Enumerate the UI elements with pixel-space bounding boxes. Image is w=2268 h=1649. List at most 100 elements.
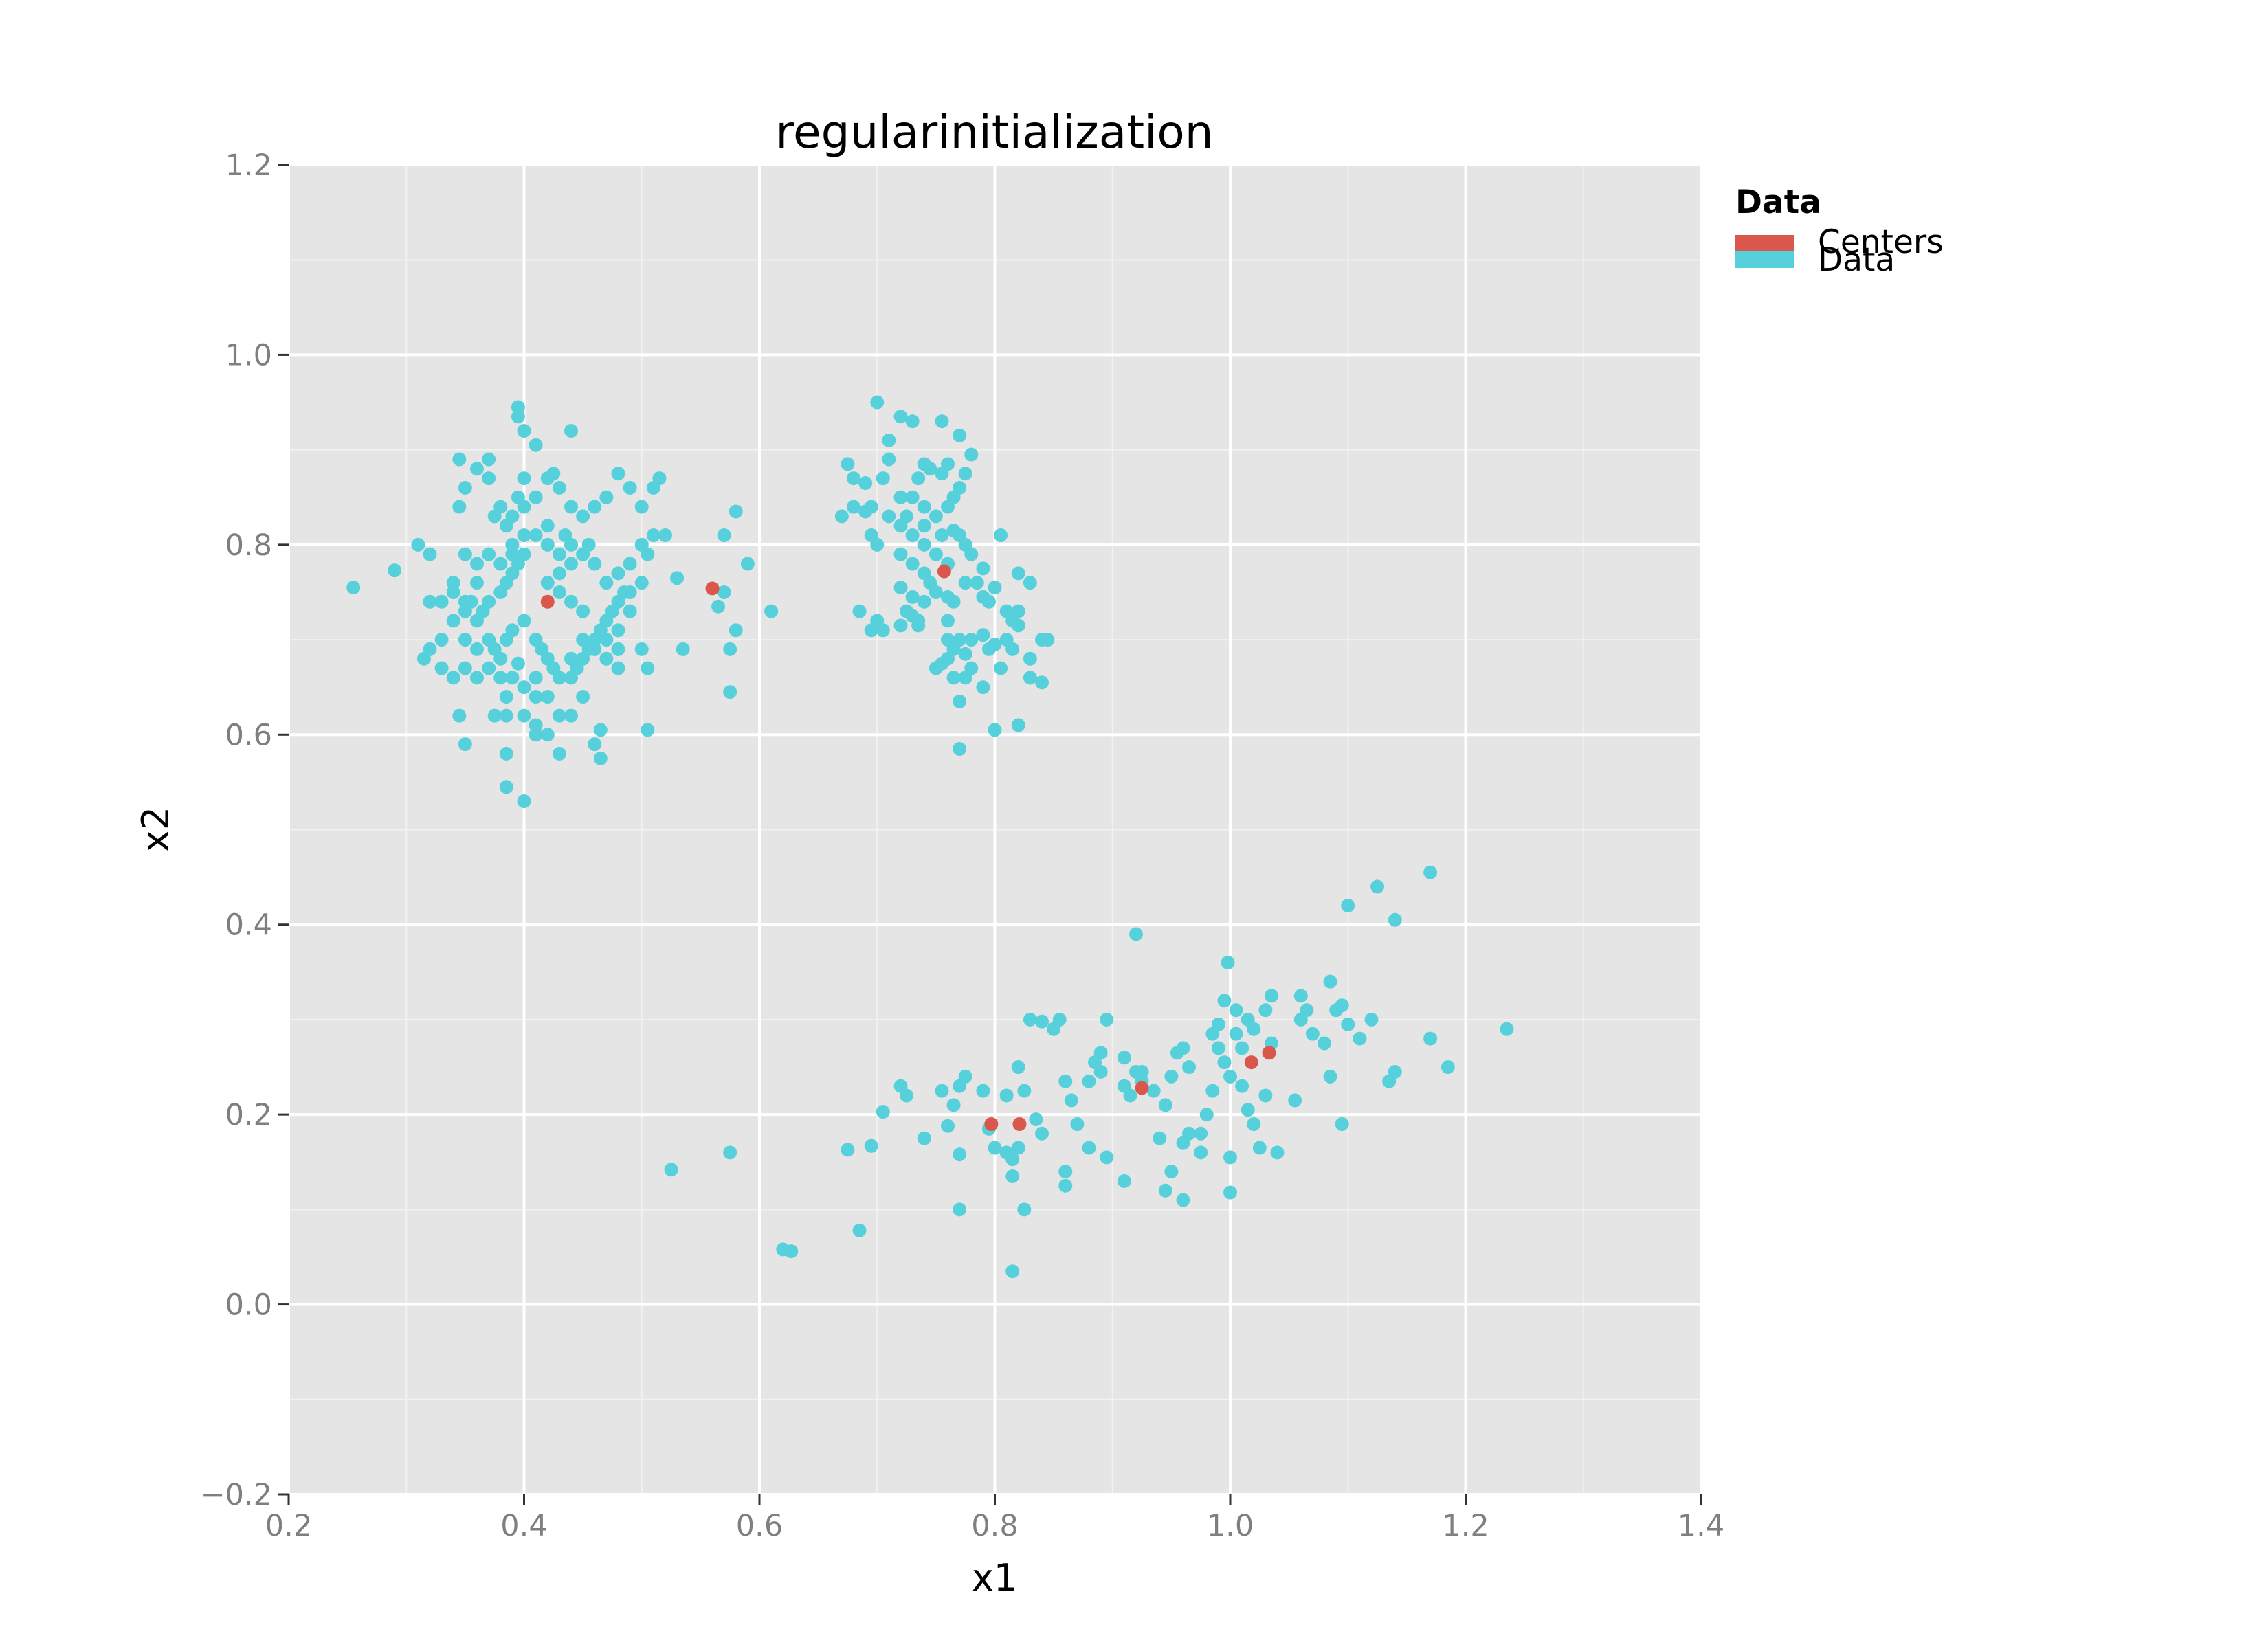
- data-point: [1158, 1183, 1172, 1198]
- data-point: [1164, 1069, 1179, 1084]
- data-point: [1335, 1117, 1349, 1131]
- data-point: [482, 661, 496, 675]
- data-point: [1082, 1141, 1096, 1155]
- data-point: [1011, 1060, 1025, 1075]
- data-point: [729, 504, 743, 519]
- data-point: [470, 462, 484, 476]
- data-point: [529, 718, 543, 732]
- data-point: [999, 1088, 1014, 1103]
- data-point: [958, 647, 972, 661]
- data-point: [552, 708, 566, 723]
- data-point: [511, 656, 525, 671]
- data-point: [540, 728, 555, 742]
- data-point: [946, 671, 961, 685]
- data-point: [1182, 1126, 1197, 1141]
- y-tick-label: 0.4: [225, 908, 272, 943]
- data-point: [646, 480, 660, 495]
- data-point: [1335, 998, 1349, 1013]
- data-point: [864, 1138, 878, 1153]
- data-point: [470, 671, 484, 685]
- data-point: [976, 628, 990, 642]
- data-point: [1058, 1074, 1073, 1088]
- data-point: [499, 708, 513, 723]
- data-point: [1017, 1202, 1032, 1217]
- data-point: [953, 428, 967, 442]
- data-point: [458, 480, 472, 495]
- data-point: [499, 690, 513, 704]
- data-point: [611, 467, 625, 481]
- data-point: [634, 576, 649, 590]
- data-point: [988, 1141, 1002, 1155]
- data-point: [1176, 1041, 1190, 1055]
- data-point: [740, 557, 755, 571]
- data-point: [882, 509, 896, 524]
- data-point: [634, 642, 649, 656]
- data-point: [1011, 1141, 1025, 1155]
- data-point: [540, 576, 555, 590]
- data-point: [611, 661, 625, 675]
- data-point: [487, 708, 502, 723]
- data-point: [346, 581, 361, 595]
- data-point: [847, 500, 860, 514]
- data-point: [434, 594, 449, 609]
- data-point: [611, 566, 625, 581]
- data-point: [487, 642, 502, 656]
- data-point: [482, 452, 496, 467]
- y-tick-label: 0.8: [225, 528, 272, 563]
- data-point: [1093, 1064, 1108, 1079]
- data-point: [953, 1147, 967, 1162]
- x-tick-label: 0.8: [971, 1509, 1018, 1543]
- data-point: [646, 528, 660, 543]
- grid-major: [287, 164, 1702, 1496]
- data-point: [976, 1084, 990, 1098]
- data-point: [1288, 1093, 1302, 1108]
- data-point: [958, 467, 972, 481]
- data-point: [953, 1202, 967, 1217]
- data-point: [1217, 994, 1232, 1008]
- data-point: [976, 561, 990, 576]
- data-point: [599, 651, 614, 666]
- data-point: [511, 410, 525, 424]
- center-point: [937, 564, 951, 579]
- data-point: [423, 547, 437, 561]
- data-point: [1217, 1055, 1232, 1070]
- data-point: [905, 528, 920, 543]
- data-point: [994, 661, 1008, 675]
- data-point: [1235, 1041, 1249, 1055]
- data-point: [564, 651, 578, 666]
- data-point: [470, 576, 484, 590]
- data-point: [517, 471, 531, 486]
- data-point: [634, 500, 649, 514]
- axis-ticks: [278, 164, 1702, 1505]
- data-point: [958, 576, 972, 590]
- data-point: [1223, 1150, 1237, 1165]
- data-point: [505, 547, 520, 561]
- data-point: [611, 642, 625, 656]
- data-point: [917, 500, 931, 514]
- data-point: [858, 476, 873, 491]
- data-point: [1194, 1145, 1208, 1160]
- data-point: [1423, 865, 1438, 879]
- data-point: [917, 594, 931, 609]
- data-point: [1023, 576, 1037, 590]
- y-tick-label: 1.2: [225, 148, 272, 183]
- data-point: [564, 500, 578, 514]
- data-point: [1323, 974, 1337, 989]
- data-point: [729, 623, 743, 638]
- data-point: [1182, 1060, 1197, 1075]
- x-tick-label: 1.0: [1207, 1509, 1254, 1543]
- data-point: [411, 537, 425, 552]
- data-point: [470, 614, 484, 628]
- data-point: [576, 633, 590, 647]
- data-point: [658, 528, 672, 543]
- data-point: [1229, 1003, 1243, 1018]
- y-tick-label: 0.2: [225, 1098, 272, 1132]
- data-point: [953, 694, 967, 708]
- data-point: [893, 618, 908, 633]
- data-point: [1353, 1031, 1367, 1046]
- data-point: [964, 633, 979, 647]
- data-point: [434, 633, 449, 647]
- data-point: [1035, 1126, 1049, 1141]
- data-point: [576, 509, 590, 524]
- data-point: [529, 528, 543, 543]
